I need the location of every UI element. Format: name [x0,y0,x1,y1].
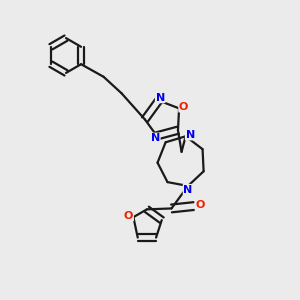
Text: O: O [179,102,188,112]
Text: O: O [124,211,133,220]
Text: N: N [156,92,165,103]
Text: N: N [183,184,193,194]
Text: N: N [185,130,195,140]
Text: N: N [151,133,160,143]
Text: O: O [195,200,205,210]
